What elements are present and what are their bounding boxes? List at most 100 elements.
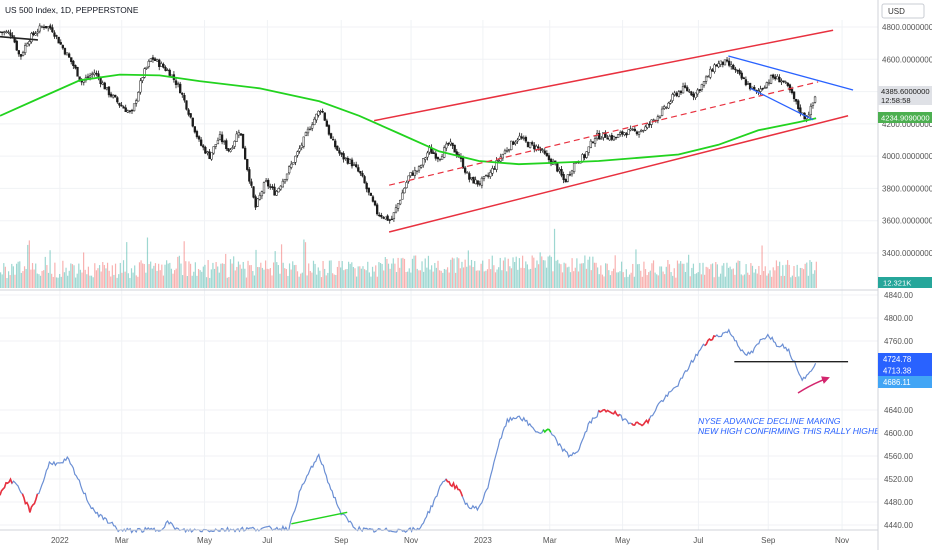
volume-bar: [664, 274, 666, 288]
volume-bar: [41, 270, 43, 288]
volume-bar: [92, 277, 94, 288]
candle-body: [258, 195, 261, 200]
volume-bar: [328, 260, 331, 288]
volume-bar: [352, 267, 354, 288]
volume-bar: [23, 266, 26, 288]
volume-tag: [878, 277, 932, 288]
candle-body: [114, 94, 117, 98]
candle-body: [189, 113, 192, 118]
early-trend-line[interactable]: [0, 35, 38, 41]
volume-bar: [780, 275, 782, 288]
ad-tick-label: 4480.00: [884, 498, 913, 507]
channel-upper-line[interactable]: [374, 29, 834, 122]
currency-button[interactable]: [881, 3, 925, 19]
volume-bar: [397, 257, 399, 288]
price-scale[interactable]: [878, 0, 932, 550]
candle-body: [784, 81, 787, 84]
volume-bar: [413, 255, 415, 288]
candle-body: [547, 155, 551, 161]
volume-bar: [194, 262, 196, 288]
ad-highlight-segment: [704, 335, 716, 347]
volume-bar: [212, 262, 214, 288]
candle-body: [422, 158, 425, 166]
candle-body: [512, 141, 515, 145]
ad-highlight-segment: [445, 478, 464, 497]
volume-bar: [810, 261, 813, 288]
volume-bar: [218, 272, 220, 288]
volume-bar: [678, 263, 680, 288]
volume-bar: [161, 264, 163, 288]
volume-bar: [166, 260, 168, 288]
candle-body: [767, 82, 771, 84]
annotation-line-2[interactable]: NEW HIGH CONFIRMING THIS RALLY HIGHER: [698, 426, 886, 436]
volume-bar: [633, 276, 635, 288]
volume-bar: [233, 256, 235, 288]
volume-bar: [434, 262, 436, 288]
candle-body: [327, 125, 331, 135]
volume-bar: [526, 264, 528, 288]
volume-bar: [317, 267, 319, 288]
candle-body: [635, 131, 639, 135]
candle-body: [235, 133, 238, 142]
candle-body: [281, 180, 285, 188]
candle-body: [788, 84, 792, 91]
volume-bar: [424, 258, 426, 288]
volume-bar: [769, 270, 771, 288]
volume-bar: [46, 265, 48, 288]
volume-value: 12.321K: [883, 279, 911, 288]
candle-body: [9, 32, 12, 36]
candle-body: [315, 113, 318, 121]
volume-bar: [483, 271, 485, 288]
wedge-upper-line[interactable]: [728, 55, 854, 91]
volume-bar: [38, 274, 40, 288]
volume-bar: [763, 270, 765, 288]
volume-bar: [798, 276, 800, 288]
volume-bar: [584, 255, 586, 288]
candle-body: [715, 64, 718, 67]
candle-body: [88, 75, 92, 78]
candle-body: [306, 128, 310, 134]
candle-body: [782, 80, 785, 83]
volume-bar: [124, 271, 126, 288]
candle-body: [449, 141, 452, 145]
volume-bar: [536, 260, 538, 288]
candle-body: [619, 132, 622, 135]
volume-bar: [151, 268, 153, 288]
volume-bar: [341, 261, 343, 288]
volume-bar: [416, 268, 418, 288]
price-tick-label: 4200.0000000: [882, 120, 932, 129]
volume-bar: [533, 257, 535, 288]
volume-bar: [579, 263, 581, 288]
annotation-arrow[interactable]: [797, 376, 830, 394]
volume-bar: [574, 267, 576, 288]
candle-body: [38, 25, 41, 32]
candle-body: [413, 169, 417, 176]
annotation-line-1[interactable]: NYSE ADVANCE DECLINE MAKING: [698, 416, 841, 426]
volume-bar: [421, 261, 423, 288]
channel-lower-line[interactable]: [388, 115, 849, 233]
volume-bar: [111, 265, 113, 288]
candle-body: [57, 36, 60, 44]
channel-mid-dashed-line[interactable]: [388, 81, 819, 186]
ad-highlight-segment: [598, 408, 621, 417]
volume-bar: [748, 274, 750, 288]
candle-body: [797, 100, 800, 109]
volume-bar: [263, 269, 265, 288]
volume-bar: [55, 277, 58, 288]
candle-body: [197, 136, 201, 140]
candle-body: [790, 88, 794, 94]
volume-bar: [363, 269, 366, 288]
volume-bar: [459, 268, 461, 288]
wedge-lower-line[interactable]: [749, 87, 814, 121]
candle-body: [702, 81, 706, 86]
volume-bar: [494, 272, 497, 288]
candle-body: [426, 152, 429, 158]
volume-bar: [796, 264, 798, 288]
candle-body: [753, 87, 756, 90]
volume-bar: [202, 266, 204, 288]
candle-body: [606, 137, 609, 140]
candle-body: [409, 172, 412, 176]
volume-bar: [628, 274, 631, 288]
candle-body: [736, 69, 739, 72]
volume-bar: [260, 262, 262, 288]
